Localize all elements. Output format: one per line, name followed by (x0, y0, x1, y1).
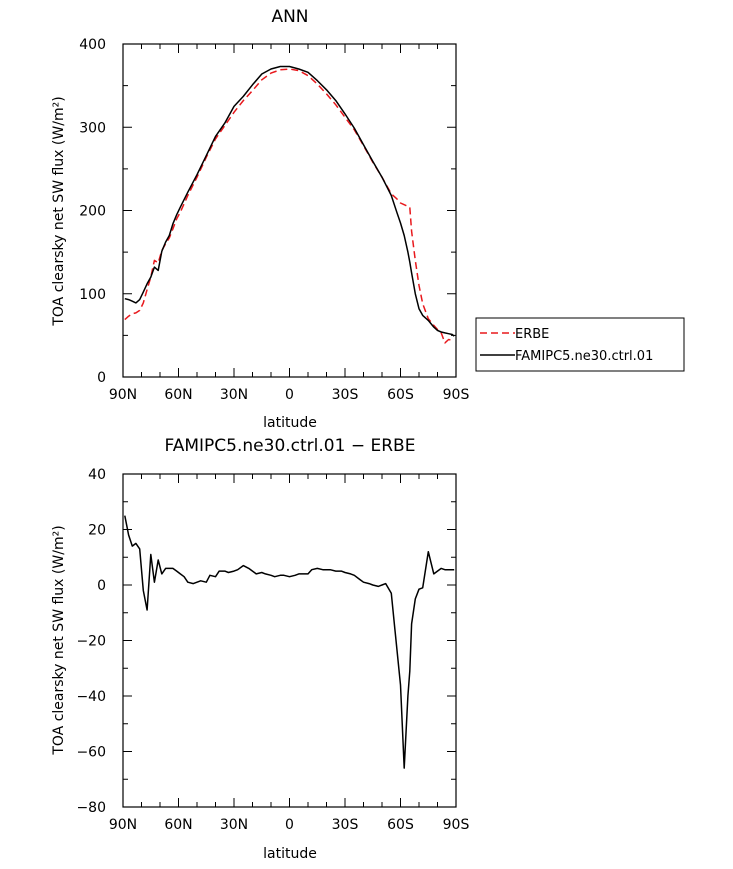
bottom-y-tick-label: 0 (97, 578, 106, 594)
top-x-tick-label: 60N (164, 387, 192, 403)
top-series-lines (124, 65, 455, 344)
bottom-y-tick-label: −20 (76, 634, 106, 650)
bottom-x-tick-label: 60N (164, 817, 192, 833)
top-series-line-1 (124, 65, 455, 337)
top-x-tick-label: 30S (332, 387, 359, 403)
top-x-tick-label: 90N (109, 387, 137, 403)
bottom-x-tick-label: 30S (332, 817, 359, 833)
top-series-line-0 (124, 68, 455, 344)
bottom-y-tick-label: 40 (88, 467, 106, 483)
top-x-tick-label: 90S (443, 387, 470, 403)
legend-box (475, 317, 685, 372)
bottom-axis-ticks: 90N 60N 30N 0 30S 60S 90S −80 −60 −40 −20 0 20 40 (76, 467, 469, 833)
bottom-series-lines (124, 515, 455, 769)
bottom-chart-title: FAMIPC5.ne30.ctrl.01 − ERBE (165, 436, 416, 456)
legend-erbe-label: ERBE (515, 327, 549, 342)
legend-famipc5-label: FAMIPC5.ne30.ctrl.01 (515, 349, 653, 364)
top-y-tick-label: 300 (79, 120, 106, 136)
bottom-x-tick-label: 90S (443, 817, 470, 833)
bottom-x-tick-label: 30N (220, 817, 248, 833)
bottom-panel: FAMIPC5.ne30.ctrl.01 − ERBE 90N 60N 30N 0 30… (51, 436, 469, 862)
top-x-tick-label: 0 (285, 387, 294, 403)
top-x-axis-label: latitude (263, 415, 317, 431)
bottom-y-axis-label: TOA clearsky net SW flux (W/m²) (51, 525, 67, 755)
bottom-y-tick-label: −80 (76, 800, 106, 816)
top-plot-frame (122, 43, 457, 378)
top-y-tick-label: 0 (97, 370, 106, 386)
top-x-tick-label: 60S (387, 387, 414, 403)
top-panel: ANN 90N 60N 30N 0 30S 60S 90S 0 100 200 300 400 lat… (51, 7, 685, 431)
top-y-tick-label: 200 (79, 204, 106, 220)
top-axis-ticks: 90N 60N 30N 0 30S 60S 90S 0 100 200 300 400 (79, 37, 469, 403)
top-x-tick-label: 30N (220, 387, 248, 403)
top-chart-title: ANN (271, 7, 308, 27)
top-y-tick-label: 400 (79, 37, 106, 53)
legend: ERBE FAMIPC5.ne30.ctrl.01 (475, 317, 685, 372)
bottom-x-tick-label: 0 (285, 817, 294, 833)
bottom-y-tick-label: 20 (88, 523, 106, 539)
bottom-plot-frame (122, 473, 457, 808)
bottom-x-tick-label: 90N (109, 817, 137, 833)
bottom-x-tick-label: 60S (387, 817, 414, 833)
bottom-series-line-0 (124, 515, 455, 769)
bottom-y-tick-label: −60 (76, 745, 106, 761)
bottom-y-tick-label: −40 (76, 689, 106, 705)
bottom-x-axis-label: latitude (263, 846, 317, 862)
top-y-tick-label: 100 (79, 287, 106, 303)
top-y-axis-label: TOA clearsky net SW flux (W/m²) (51, 96, 67, 326)
